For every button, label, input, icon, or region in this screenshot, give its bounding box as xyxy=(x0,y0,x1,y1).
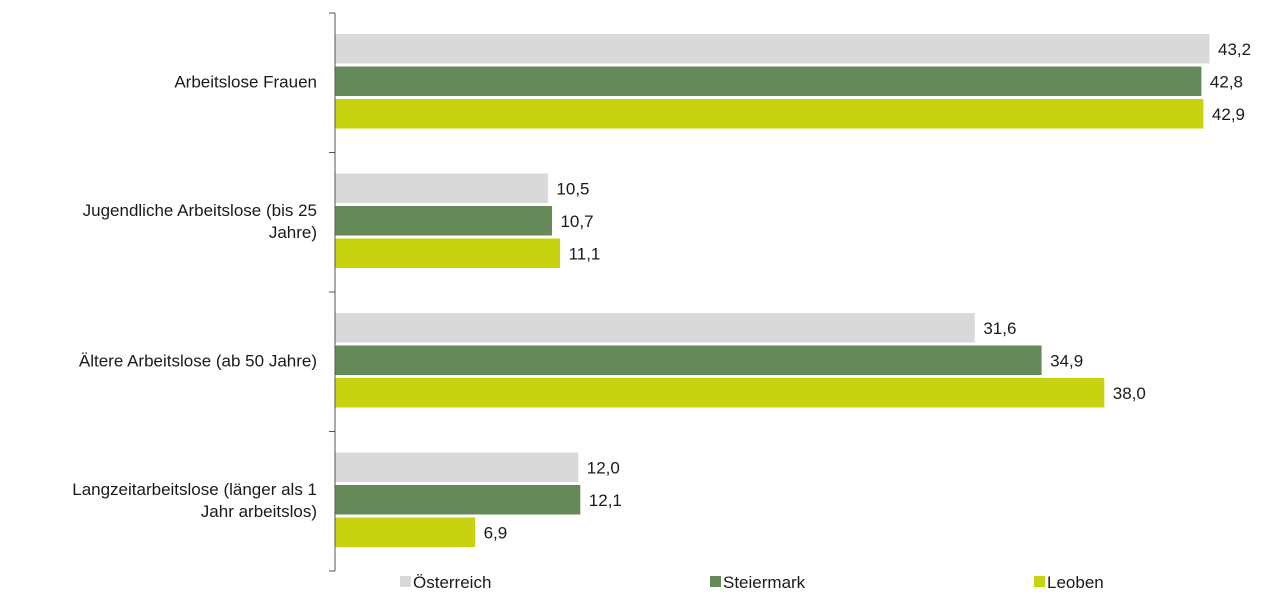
bars xyxy=(335,34,1210,547)
bar xyxy=(335,206,552,236)
category-label: Arbeitslose Frauen xyxy=(174,72,317,91)
legend-label: Steiermark xyxy=(723,573,806,592)
data-label: 10,5 xyxy=(556,179,589,198)
data-label: 6,9 xyxy=(484,523,508,542)
category-label: Jugendliche Arbeitslose (bis 25 Jahre) xyxy=(83,201,317,242)
bar xyxy=(335,66,1202,96)
data-label: 12,1 xyxy=(589,491,622,510)
category-label-line: Jahre) xyxy=(269,223,317,242)
data-label: 38,0 xyxy=(1113,384,1146,403)
value-labels: 43,2 42,8 42,9 10,5 10,7 11,1 31,6 34,9 38,0 12,0… xyxy=(484,40,1251,543)
category-label-line: Langzeitarbeitslose (länger als 1 xyxy=(72,480,317,499)
bar xyxy=(335,99,1204,129)
bar xyxy=(335,345,1042,375)
bar xyxy=(335,452,579,482)
data-label: 42,8 xyxy=(1210,72,1243,91)
bar xyxy=(335,173,548,203)
legend-swatch xyxy=(400,576,411,587)
bar xyxy=(335,517,476,547)
category-labels: Arbeitslose Frauen Jugendliche Arbeitslos… xyxy=(72,72,317,521)
legend-label: Leoben xyxy=(1047,573,1104,592)
bar xyxy=(335,485,581,515)
bar xyxy=(335,238,561,268)
legend-swatch xyxy=(1034,576,1045,587)
data-label: 11,1 xyxy=(569,244,601,263)
legend: Österreich Steiermark Leoben xyxy=(400,573,1104,592)
data-label: 43,2 xyxy=(1218,40,1251,59)
data-label: 31,6 xyxy=(983,319,1016,338)
category-label: Langzeitarbeitslose (länger als 1 Jahr ar… xyxy=(72,480,317,521)
data-label: 42,9 xyxy=(1212,105,1245,124)
bar xyxy=(335,313,975,343)
bar xyxy=(335,378,1105,408)
category-label-line: Ältere Arbeitslose (ab 50 Jahre) xyxy=(79,351,317,370)
data-label: 10,7 xyxy=(560,212,593,231)
y-axis xyxy=(329,12,336,572)
category-label: Ältere Arbeitslose (ab 50 Jahre) xyxy=(79,351,317,370)
bar xyxy=(335,34,1210,64)
category-label-line: Arbeitslose Frauen xyxy=(174,72,317,91)
data-label: 12,0 xyxy=(587,458,620,477)
legend-swatch xyxy=(710,576,721,587)
legend-label: Österreich xyxy=(413,573,491,592)
category-label-line: Jugendliche Arbeitslose (bis 25 xyxy=(83,201,317,220)
category-label-line: Jahr arbeitslos) xyxy=(201,502,317,521)
data-label: 34,9 xyxy=(1050,351,1083,370)
